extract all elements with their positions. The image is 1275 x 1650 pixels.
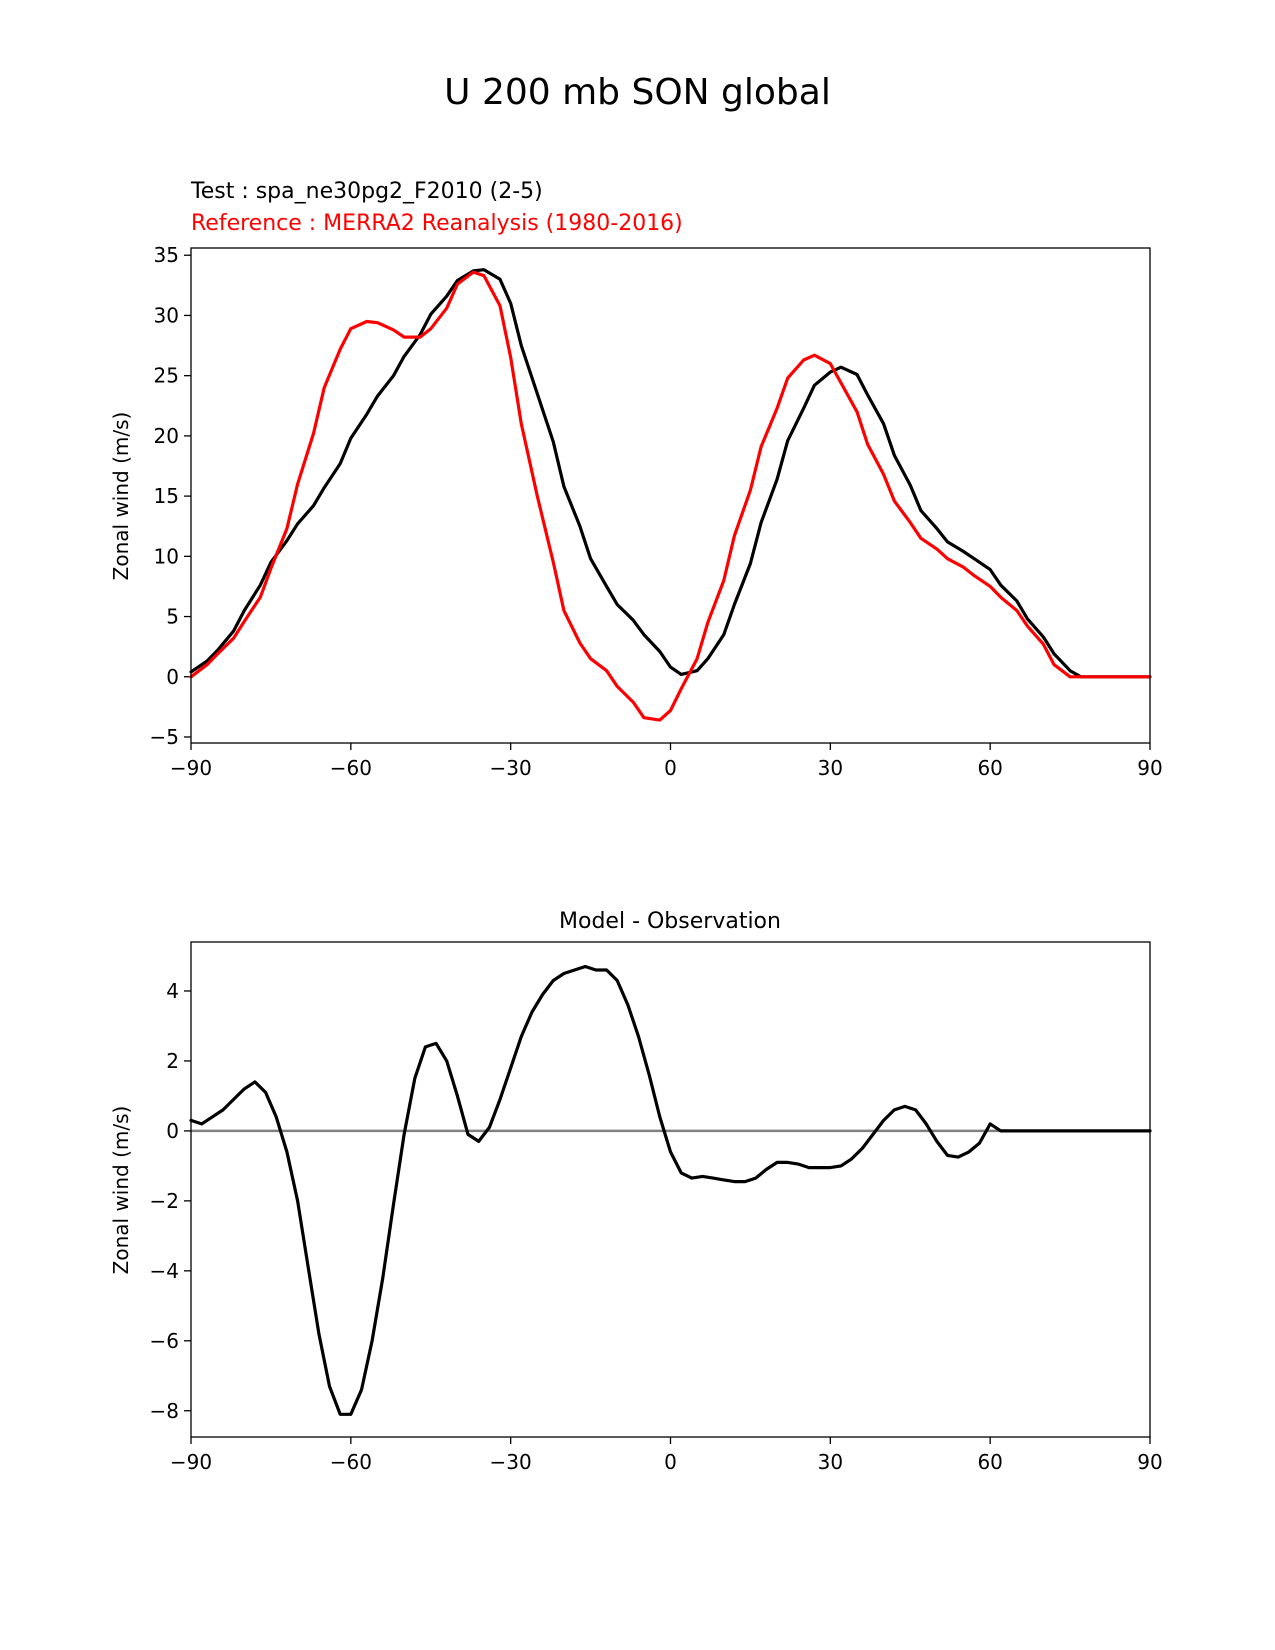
top-y-tick-label: 15	[154, 484, 179, 508]
top-y-axis-label: Zonal wind (m/s)	[109, 412, 133, 581]
top-x-tick-label: 30	[818, 756, 843, 780]
top-series-line-0	[189, 268, 1152, 679]
bottom-y-axis-label: Zonal wind (m/s)	[109, 1106, 133, 1275]
bottom-x-tick-label: 60	[977, 1450, 1002, 1474]
top-ticks: −90 −60 −30 0 30 60 90 −5 0 5 10 15 20 25 30 35	[150, 243, 1163, 780]
bottom-y-tick-label: 0	[166, 1119, 179, 1143]
top-x-tick-label: 90	[1137, 756, 1162, 780]
figure-suptitle: U 200 mb SON global	[444, 72, 831, 113]
top-y-tick-label: 35	[154, 243, 179, 267]
top-y-tick-label: 10	[154, 544, 179, 568]
bottom-x-tick-label: −30	[490, 1450, 532, 1474]
top-x-tick-label: 60	[977, 756, 1002, 780]
top-y-tick-label: 0	[166, 665, 179, 689]
top-y-tick-label: 30	[154, 303, 179, 327]
reference-label: Reference : MERRA2 Reanalysis (1980-2016…	[191, 211, 683, 236]
bottom-x-tick-label: 0	[664, 1450, 677, 1474]
top-x-tick-label: −30	[490, 756, 532, 780]
bottom-x-tick-label: −90	[170, 1450, 212, 1474]
bottom-series-line-0	[189, 964, 1152, 1416]
bottom-plot-frame	[190, 941, 1151, 1438]
top-x-tick-label: −60	[330, 756, 372, 780]
bottom-y-tick-label: −2	[150, 1189, 179, 1213]
bottom-y-tick-label: −8	[150, 1399, 179, 1423]
top-plot-frame	[190, 247, 1151, 744]
bottom-lines	[189, 964, 1152, 1416]
bottom-title: Model - Observation	[559, 909, 781, 934]
top-y-tick-label: 25	[154, 364, 179, 388]
bottom-y-tick-label: −4	[150, 1259, 179, 1283]
test-label: Test : spa_ne30pg2_F2010 (2-5)	[190, 179, 543, 204]
top-series-line-1	[189, 270, 1152, 722]
bottom-x-tick-label: 30	[818, 1450, 843, 1474]
bottom-y-tick-label: 4	[166, 979, 179, 1003]
bottom-y-tick-label: 2	[166, 1049, 179, 1073]
top-lines	[189, 268, 1152, 722]
top-y-tick-label: −5	[150, 725, 179, 749]
top-x-tick-label: 0	[664, 756, 677, 780]
bottom-ticks: −90 −60 −30 0 30 60 90 −8 −6 −4 −2 0 2 4	[150, 979, 1163, 1474]
top-y-tick-label: 20	[154, 424, 179, 448]
bottom-y-tick-label: −6	[150, 1329, 179, 1353]
bottom-x-tick-label: −60	[330, 1450, 372, 1474]
top-y-tick-label: 5	[166, 605, 179, 629]
top-x-tick-label: −90	[170, 756, 212, 780]
bottom-x-tick-label: 90	[1137, 1450, 1162, 1474]
